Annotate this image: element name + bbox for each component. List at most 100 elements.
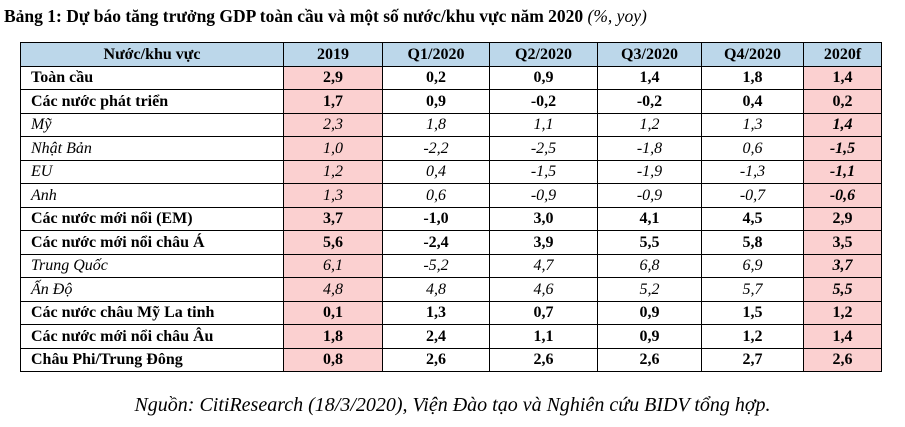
region-name-cell: Châu Phi/Trung Đông — [20, 347, 284, 372]
value-cell: 3,7 — [803, 253, 882, 278]
table-header-row: Nước/khu vực 2019 Q1/2020 Q2/2020 Q3/202… — [20, 42, 882, 67]
value-cell: -1,1 — [803, 159, 882, 184]
table-row: Mỹ 2,3 1,8 1,1 1,2 1,3 1,4 — [20, 112, 882, 137]
value-cell: -0,6 — [803, 183, 882, 208]
column-header-region: Nước/khu vực — [20, 42, 284, 67]
value-cell: -1,9 — [597, 159, 702, 184]
value-cell: 1,4 — [803, 112, 882, 137]
table-title: Bảng 1: Dự báo tăng trưởng GDP toàn cầu … — [4, 6, 901, 27]
value-cell: -2,4 — [382, 230, 490, 255]
column-header-q3-2020: Q3/2020 — [597, 42, 702, 67]
value-cell: -1,3 — [701, 159, 804, 184]
value-cell: 4,5 — [701, 206, 804, 231]
value-cell: 1,3 — [382, 300, 490, 325]
region-name-cell: EU — [20, 159, 284, 184]
region-name-cell: Các nước mới nổi châu Âu — [20, 324, 284, 349]
table-title-unit: (%, yoy) — [587, 6, 647, 26]
value-cell: 2,6 — [803, 347, 882, 372]
value-cell: 6,1 — [283, 253, 383, 278]
value-cell: 1,8 — [283, 324, 383, 349]
value-cell: 0,8 — [283, 347, 383, 372]
value-cell: 1,4 — [597, 65, 702, 90]
value-cell: -0,2 — [489, 89, 598, 114]
value-cell: 4,7 — [489, 253, 598, 278]
value-cell: 5,7 — [701, 277, 804, 302]
value-cell: 5,8 — [701, 230, 804, 255]
source-note: Nguồn: CitiResearch (18/3/2020), Viện Đà… — [134, 394, 771, 416]
table-row: Anh 1,3 0,6 -0,9 -0,9 -0,7 -0,6 — [20, 183, 882, 208]
table-row: Nhật Bản 1,0 -2,2 -2,5 -1,8 0,6 -1,5 — [20, 136, 882, 161]
gdp-forecast-table: Nước/khu vực 2019 Q1/2020 Q2/2020 Q3/202… — [20, 42, 882, 372]
value-cell: 1,2 — [803, 300, 882, 325]
value-cell: 5,5 — [803, 277, 882, 302]
value-cell: 5,2 — [597, 277, 702, 302]
value-cell: 6,9 — [701, 253, 804, 278]
value-cell: 1,2 — [701, 324, 804, 349]
region-name-cell: Các nước châu Mỹ La tinh — [20, 300, 284, 325]
value-cell: 0,6 — [382, 183, 490, 208]
value-cell: 0,4 — [382, 159, 490, 184]
value-cell: -1,5 — [803, 136, 882, 161]
value-cell: 3,9 — [489, 230, 598, 255]
value-cell: 0,7 — [489, 300, 598, 325]
value-cell: 0,1 — [283, 300, 383, 325]
value-cell: 1,1 — [489, 112, 598, 137]
value-cell: 1,7 — [283, 89, 383, 114]
value-cell: 0,4 — [701, 89, 804, 114]
value-cell: -0,9 — [597, 183, 702, 208]
table-row: Ấn Độ 4,8 4,8 4,6 5,2 5,7 5,5 — [20, 277, 882, 302]
value-cell: -5,2 — [382, 253, 490, 278]
value-cell: -1,5 — [489, 159, 598, 184]
value-cell: 1,2 — [597, 112, 702, 137]
value-cell: 3,5 — [803, 230, 882, 255]
value-cell: 1,8 — [701, 65, 804, 90]
value-cell: 2,6 — [597, 347, 702, 372]
region-name-cell: Anh — [20, 183, 284, 208]
table-body: Toàn cầu 2,9 0,2 0,9 1,4 1,8 1,4 Các nước phát … — [20, 65, 882, 372]
column-header-q4-2020: Q4/2020 — [701, 42, 804, 67]
value-cell: -2,2 — [382, 136, 490, 161]
value-cell: 4,1 — [597, 206, 702, 231]
column-header-q2-2020: Q2/2020 — [489, 42, 598, 67]
value-cell: 1,1 — [489, 324, 598, 349]
table-row: Các nước châu Mỹ La tinh 0,1 1,3 0,7 0,9 1,5 1… — [20, 300, 882, 325]
value-cell: 0,9 — [597, 300, 702, 325]
region-name-cell: Ấn Độ — [20, 277, 284, 302]
table-row: EU 1,2 0,4 -1,5 -1,9 -1,3 -1,1 — [20, 159, 882, 184]
value-cell: 1,5 — [701, 300, 804, 325]
table-row: Trung Quốc 6,1 -5,2 4,7 6,8 6,9 3,7 — [20, 253, 882, 278]
value-cell: 4,8 — [283, 277, 383, 302]
region-name-cell: Các nước phát triển — [20, 89, 284, 114]
table-row: Các nước phát triển 1,7 0,9 -0,2 -0,2 0,4 0,2 — [20, 89, 882, 114]
table-row: Châu Phi/Trung Đông 0,8 2,6 2,6 2,6 2,7 2,6 — [20, 347, 882, 372]
column-header-2019: 2019 — [283, 42, 383, 67]
value-cell: 4,6 — [489, 277, 598, 302]
value-cell: 4,8 — [382, 277, 490, 302]
value-cell: 2,7 — [701, 347, 804, 372]
value-cell: 1,4 — [803, 65, 882, 90]
value-cell: 2,9 — [283, 65, 383, 90]
value-cell: 5,5 — [597, 230, 702, 255]
value-cell: 0,6 — [701, 136, 804, 161]
table-row: Toàn cầu 2,9 0,2 0,9 1,4 1,8 1,4 — [20, 65, 882, 90]
region-name-cell: Toàn cầu — [20, 65, 284, 90]
value-cell: 0,9 — [597, 324, 702, 349]
column-header-q1-2020: Q1/2020 — [382, 42, 490, 67]
region-name-cell: Nhật Bản — [20, 136, 284, 161]
value-cell: 0,9 — [489, 65, 598, 90]
value-cell: -2,5 — [489, 136, 598, 161]
value-cell: -0,7 — [701, 183, 804, 208]
value-cell: 1,3 — [283, 183, 383, 208]
value-cell: 2,3 — [283, 112, 383, 137]
value-cell: 0,2 — [382, 65, 490, 90]
region-name-cell: Các nước mới nổi châu Á — [20, 230, 284, 255]
value-cell: 0,2 — [803, 89, 882, 114]
value-cell: 2,4 — [382, 324, 490, 349]
value-cell: 1,8 — [382, 112, 490, 137]
value-cell: 1,2 — [283, 159, 383, 184]
value-cell: 1,0 — [283, 136, 383, 161]
value-cell: 3,7 — [283, 206, 383, 231]
value-cell: 0,9 — [382, 89, 490, 114]
value-cell: 6,8 — [597, 253, 702, 278]
value-cell: 2,6 — [382, 347, 490, 372]
